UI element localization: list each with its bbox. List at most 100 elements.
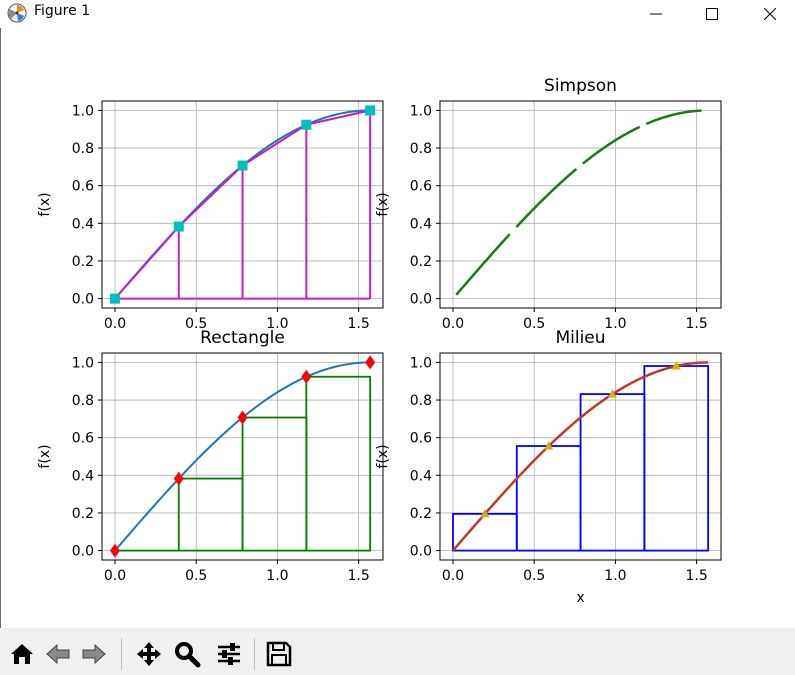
figure-canvas[interactable]: 0.0 0.5 1.0 1.5 0.0 0.2 0.4 0.6 0.8 1.0 f(x) 0.0 0.5… <box>0 28 795 628</box>
y-tick-label: 1.0 <box>410 355 432 371</box>
y-tick-label: 0.2 <box>72 254 94 270</box>
configure-subplots-button[interactable] <box>213 638 245 670</box>
triangle-marker <box>607 389 617 398</box>
y-axis-label: f(x) <box>375 192 391 216</box>
node-marker <box>173 221 184 232</box>
midpoint-bar <box>452 512 518 552</box>
save-button[interactable] <box>263 638 295 670</box>
x-tick-label: 0.0 <box>104 568 126 584</box>
subplot-title: Milieu <box>555 328 605 348</box>
y-tick-label: 0.6 <box>410 431 432 447</box>
navigation-toolbar <box>0 628 795 675</box>
y-axis-label: f(x) <box>37 444 53 468</box>
rectangle-bar <box>177 477 244 552</box>
x-tick-label: 0.0 <box>442 568 464 584</box>
y-tick-label: 0.4 <box>410 468 432 484</box>
y-tick-label: 0.0 <box>72 544 94 560</box>
arrow-right-icon <box>82 643 106 665</box>
node-marker <box>301 119 312 130</box>
axes-frame <box>101 352 384 561</box>
y-tick-label: 0.2 <box>410 254 432 270</box>
x-tick-label: 0.5 <box>185 316 207 332</box>
simpson-curve-segment <box>455 233 511 296</box>
y-axis-label: f(x) <box>375 444 391 468</box>
sine-curve <box>452 361 709 552</box>
magnifier-icon <box>175 642 201 668</box>
window-titlebar: Figure 1 <box>0 0 795 28</box>
node-marker <box>365 105 376 116</box>
y-tick-label: 0.4 <box>72 216 94 232</box>
diamond-marker <box>237 410 248 425</box>
y-tick-label: 0.2 <box>72 506 94 522</box>
x-tick-label: 1.0 <box>266 316 288 332</box>
x-tick-label: 0.0 <box>442 316 464 332</box>
pan-button[interactable] <box>133 638 165 670</box>
zoom-button[interactable] <box>171 638 203 670</box>
x-axis-label: x <box>576 590 584 606</box>
minimize-button[interactable] <box>633 0 679 28</box>
midpoint-bar <box>579 393 646 552</box>
triangle-marker <box>671 361 681 370</box>
y-axis-label: f(x) <box>37 192 53 216</box>
y-tick-label: 0.6 <box>72 431 94 447</box>
back-button[interactable] <box>42 638 74 670</box>
node-marker <box>237 160 248 171</box>
midpoint-bar <box>643 365 710 552</box>
home-button[interactable] <box>6 638 38 670</box>
y-tick-label: 0.8 <box>410 393 432 409</box>
y-tick-label: 0.0 <box>72 292 94 308</box>
subplot-3: 0.0 0.5 1.0 1.5 0.0 0.2 0.4 0.6 0.8 1.0 f(x) Rectan… <box>37 328 384 584</box>
move-icon <box>137 642 161 666</box>
x-tick-label: 1.5 <box>686 568 708 584</box>
diamond-marker <box>301 369 312 384</box>
x-tick-label: 0.0 <box>104 316 126 332</box>
axes-frame <box>439 352 722 561</box>
y-tick-label: 1.0 <box>410 103 432 119</box>
triangle-marker <box>544 441 554 450</box>
x-tick-label: 1.0 <box>266 568 288 584</box>
rectangle-bar <box>305 375 372 552</box>
subplot-title: Simpson <box>544 76 617 96</box>
home-icon <box>11 644 33 664</box>
diamond-marker <box>365 355 376 370</box>
subplot-title: Rectangle <box>200 328 285 348</box>
y-tick-label: 0.4 <box>410 216 432 232</box>
triangle-marker <box>480 508 490 518</box>
y-tick-label: 0.2 <box>410 506 432 522</box>
subplot-4: 0.0 0.5 1.0 1.5 0.0 0.2 0.4 0.6 0.8 1.0 f(x) x Milie… <box>375 328 722 606</box>
x-tick-label: 1.5 <box>348 316 370 332</box>
subplot-2: 0.0 0.5 1.0 1.5 0.0 0.2 0.4 0.6 0.8 1.0 f(x) Simpso… <box>375 76 722 332</box>
subplot-1: 0.0 0.5 1.0 1.5 0.0 0.2 0.4 0.6 0.8 1.0 f(x) <box>37 100 384 332</box>
x-tick-label: 0.5 <box>185 568 207 584</box>
floppy-disk-icon <box>266 641 292 667</box>
forward-button[interactable] <box>78 638 110 670</box>
diamond-marker <box>173 471 184 486</box>
x-tick-label: 1.0 <box>604 316 626 332</box>
y-tick-label: 0.4 <box>72 468 94 484</box>
y-tick-label: 1.0 <box>72 103 94 119</box>
x-tick-label: 0.5 <box>523 316 545 332</box>
minimize-icon <box>650 13 662 15</box>
toolbar-separator <box>121 638 122 670</box>
maximize-icon <box>706 8 718 20</box>
x-tick-label: 1.5 <box>348 568 370 584</box>
y-tick-label: 0.8 <box>72 393 94 409</box>
simpson-curve-segment <box>645 109 702 126</box>
maximize-button[interactable] <box>689 0 735 28</box>
simpson-curve-segment <box>515 167 578 228</box>
arrow-left-icon <box>46 643 70 665</box>
simpson-curve-segment <box>582 125 641 165</box>
close-button[interactable] <box>747 0 793 28</box>
y-tick-label: 0.6 <box>410 179 432 195</box>
toolbar-separator <box>254 638 255 670</box>
y-tick-label: 0.0 <box>410 544 432 560</box>
y-tick-label: 1.0 <box>72 355 94 371</box>
window-title: Figure 1 <box>34 3 91 19</box>
x-tick-label: 0.5 <box>523 568 545 584</box>
y-tick-label: 0.0 <box>410 292 432 308</box>
sliders-icon <box>218 643 240 665</box>
matplotlib-logo-icon <box>7 3 27 23</box>
close-icon <box>764 8 776 20</box>
midpoint-bar <box>515 445 582 552</box>
node-marker <box>109 293 120 304</box>
